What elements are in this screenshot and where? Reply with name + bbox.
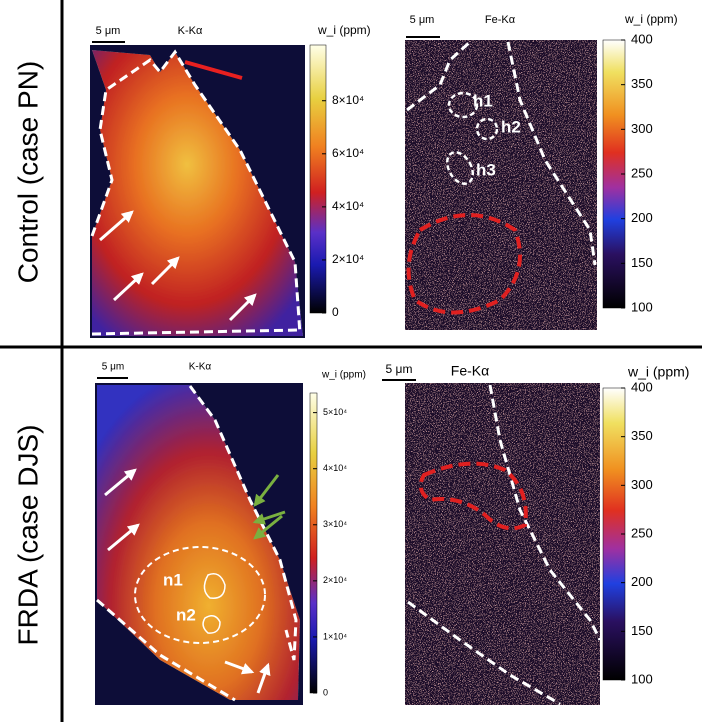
colorbar	[309, 392, 318, 694]
colorbar-tick-label: 200	[631, 574, 653, 589]
colorbar-title: w_i (ppm)	[321, 370, 366, 381]
colorbar-tick-label: 6×10⁴	[332, 146, 364, 160]
row-label: FRDA (case DJS)	[12, 425, 43, 646]
element-label: Fe-Kα	[451, 363, 489, 379]
colorbar-tick-label: 5×10⁴	[323, 407, 347, 417]
colorbar-tick-label: 3×10⁴	[323, 519, 347, 529]
colorbar-tick-label: 0	[323, 687, 328, 697]
colorbar-title: w_i (ppm)	[317, 23, 371, 37]
colorbar-tick-label: 0	[332, 305, 339, 319]
map-image: n1 n2	[95, 383, 303, 705]
map-image: h1 h2 h3	[405, 40, 597, 330]
colorbar-tick-label: 150	[631, 255, 653, 270]
colorbar-tick-label: 1×10⁴	[323, 631, 347, 641]
colorbar-title: w_i (ppm)	[624, 12, 678, 26]
element-label: K-Kα	[189, 362, 212, 373]
colorbar-tick-label: 8×10⁴	[332, 93, 364, 107]
colorbar-title: w_i (ppm)	[627, 364, 689, 380]
annotation: h1	[473, 91, 493, 110]
element-label: K-Kα	[178, 25, 203, 37]
colorbar-tick-label: 400	[631, 31, 653, 46]
row-label: Control (case PN)	[12, 61, 43, 284]
colorbar-tick-label: 350	[631, 428, 653, 443]
colorbar-tick-label: 4×10⁴	[323, 463, 347, 473]
map-image	[405, 383, 602, 706]
map-image	[90, 45, 305, 338]
annotation: n1	[163, 570, 183, 589]
annotation: h2	[501, 117, 521, 136]
colorbar-tick-label: 100	[631, 671, 653, 686]
annotation: n2	[176, 605, 196, 624]
colorbar-tick-label: 300	[631, 477, 653, 492]
scale-bar-label: 5 μm	[96, 25, 121, 37]
colorbar-tick-label: 250	[631, 165, 653, 180]
colorbar-tick-label: 200	[631, 210, 653, 225]
colorbar-tick-label: 300	[631, 121, 653, 136]
colorbar-tick-label: 400	[631, 379, 653, 394]
scale-bar-label: 5 μm	[102, 362, 124, 373]
colorbar-tick-label: 2×10⁴	[332, 252, 364, 266]
colorbar	[309, 44, 327, 314]
colorbar-tick-label: 250	[631, 525, 653, 540]
annotation: h3	[476, 160, 496, 179]
colorbar-tick-label: 150	[631, 623, 653, 638]
colorbar-tick-label: 4×10⁴	[332, 199, 364, 213]
colorbar-tick-label: 2×10⁴	[323, 575, 347, 585]
colorbar-tick-label: 100	[631, 299, 653, 314]
colorbar-tick-label: 350	[631, 76, 653, 91]
element-label: Fe-Kα	[485, 14, 516, 26]
scale-bar-label: 5 μm	[410, 14, 435, 26]
scale-bar-label: 5 μm	[386, 362, 413, 376]
